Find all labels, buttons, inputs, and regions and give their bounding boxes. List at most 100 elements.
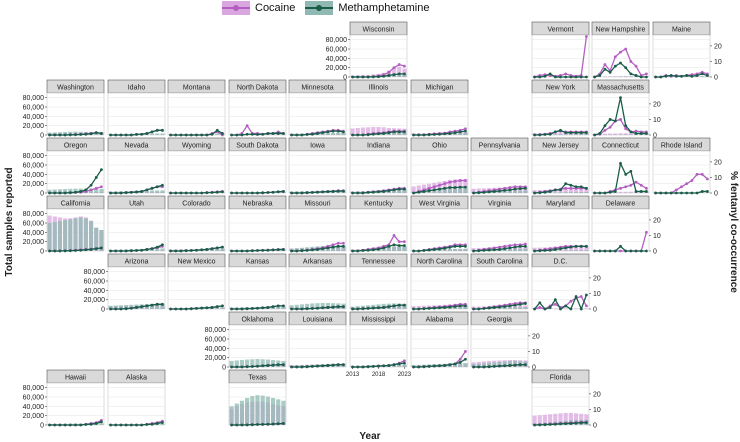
- point-meth-minnesota: [290, 133, 293, 137]
- point-meth-new-mexico: [200, 306, 204, 310]
- point-meth-oklahoma: [230, 365, 233, 369]
- point-meth-georgia: [498, 364, 501, 368]
- bar-meth-north-carolina: [458, 306, 463, 309]
- y-tick-label-left: 20,000: [23, 413, 45, 420]
- point-meth-alaska: [145, 423, 149, 426]
- point-meth-north-dakota: [256, 133, 259, 136]
- bar-meth-pennsylvania: [523, 190, 528, 193]
- point-meth-north-dakota: [276, 132, 280, 135]
- panel-bg-mississippi: [349, 324, 408, 368]
- point-meth-iowa: [326, 190, 330, 194]
- point-meth-mississippi: [377, 364, 380, 368]
- point-meth-maine: [674, 74, 678, 78]
- point-meth-delaware: [624, 249, 628, 253]
- point-meth-pennsylvania: [518, 187, 522, 191]
- point-meth-connecticut: [624, 172, 628, 176]
- point-meth-georgia: [492, 364, 496, 368]
- point-meth-pennsylvania: [508, 188, 512, 192]
- point-cocaine-pennsylvania: [508, 186, 512, 189]
- panel-title-vermont: Vermont: [547, 27, 573, 34]
- point-meth-illinois: [371, 132, 375, 136]
- point-meth-missouri: [305, 248, 309, 252]
- point-meth-wisconsin: [356, 75, 360, 79]
- point-meth-connecticut: [613, 190, 617, 193]
- point-cocaine-new-hampshire: [603, 63, 607, 66]
- panel-bg-kansas: [228, 266, 287, 310]
- point-meth-north-dakota: [282, 132, 285, 135]
- point-meth-mississippi: [371, 364, 375, 368]
- bar-cocaine-virginia: [518, 246, 523, 251]
- point-meth-north-carolina: [417, 307, 421, 311]
- panel-bg-new-york: [531, 92, 590, 136]
- point-meth-illinois: [366, 133, 370, 137]
- point-meth-montana: [184, 133, 188, 137]
- point-meth-iowa: [295, 191, 299, 195]
- point-meth-minnesota: [310, 132, 314, 136]
- point-meth-missouri: [331, 245, 335, 249]
- y-tick-label-right: 0: [714, 75, 718, 82]
- bar-meth-new-york: [568, 134, 573, 135]
- panel-title-washington: Washington: [57, 85, 94, 92]
- point-meth-louisiana: [290, 365, 293, 369]
- point-meth-georgia: [503, 364, 507, 368]
- point-meth-florida: [533, 423, 536, 427]
- point-meth-missouri: [326, 246, 330, 250]
- point-meth-pennsylvania: [498, 189, 501, 193]
- bar-meth-california: [73, 218, 78, 251]
- bar-meth-hawaii: [99, 423, 104, 425]
- panel-bg-maryland: [531, 208, 590, 252]
- point-meth-massachusetts: [629, 130, 633, 134]
- point-meth-florida: [538, 423, 542, 427]
- point-meth-north-carolina: [464, 304, 467, 308]
- point-meth-maine: [654, 75, 657, 79]
- point-meth-michigan: [464, 129, 467, 133]
- point-meth-new-york: [569, 131, 573, 135]
- y-tick-label-left: 40,000: [23, 172, 45, 179]
- bar-meth-illinois: [397, 132, 402, 135]
- bar-cocaine-wisconsin: [386, 70, 391, 77]
- point-meth-louisiana: [326, 364, 330, 367]
- point-meth-utah: [145, 248, 149, 251]
- legend-label-cocaine: Cocaine: [255, 2, 296, 14]
- point-meth-illinois: [377, 132, 380, 136]
- point-meth-idaho: [135, 133, 138, 136]
- point-meth-west-virginia: [453, 244, 457, 248]
- point-cocaine-oregon: [100, 185, 103, 189]
- point-meth-kentucky: [356, 249, 360, 253]
- bar-cocaine-d-c: [563, 308, 568, 309]
- point-meth-nebraska: [256, 249, 259, 252]
- bar-meth-colorado: [220, 248, 225, 251]
- bar-meth-oregon: [57, 189, 63, 193]
- bar-meth-arkansas: [299, 304, 305, 309]
- point-meth-oklahoma: [271, 363, 275, 367]
- point-meth-utah: [140, 248, 144, 252]
- point-meth-rhode-island: [695, 191, 699, 195]
- bar-cocaine-pennsylvania: [523, 186, 528, 193]
- bar-meth-new-jersey: [584, 191, 589, 193]
- bar-meth-oklahoma: [229, 360, 234, 367]
- point-meth-mississippi: [392, 363, 396, 367]
- panel-bg-louisiana: [288, 324, 347, 368]
- point-meth-virginia: [482, 248, 486, 252]
- point-cocaine-massachusetts: [619, 118, 622, 121]
- panel-bg-new-hampshire: [591, 34, 650, 78]
- point-meth-california: [94, 247, 98, 251]
- point-meth-california: [84, 248, 88, 252]
- point-meth-missouri: [295, 249, 299, 253]
- point-meth-rhode-island: [700, 190, 704, 193]
- bar-meth-texas: [270, 397, 276, 425]
- panel-title-massachusetts: Massachusetts: [597, 85, 644, 92]
- bar-meth-nevada: [160, 190, 165, 193]
- point-meth-colorado: [184, 249, 188, 253]
- point-meth-louisiana: [336, 363, 340, 367]
- point-meth-kentucky: [361, 249, 365, 252]
- panel-title-tennessee: Tennessee: [362, 259, 396, 266]
- point-meth-north-dakota: [250, 132, 254, 136]
- point-meth-california: [79, 248, 83, 252]
- point-meth-indiana: [392, 188, 396, 192]
- point-meth-indiana: [361, 191, 365, 195]
- panel-bg-nebraska: [228, 208, 287, 252]
- point-cocaine-ohio: [453, 179, 457, 183]
- bar-meth-ohio: [437, 189, 442, 193]
